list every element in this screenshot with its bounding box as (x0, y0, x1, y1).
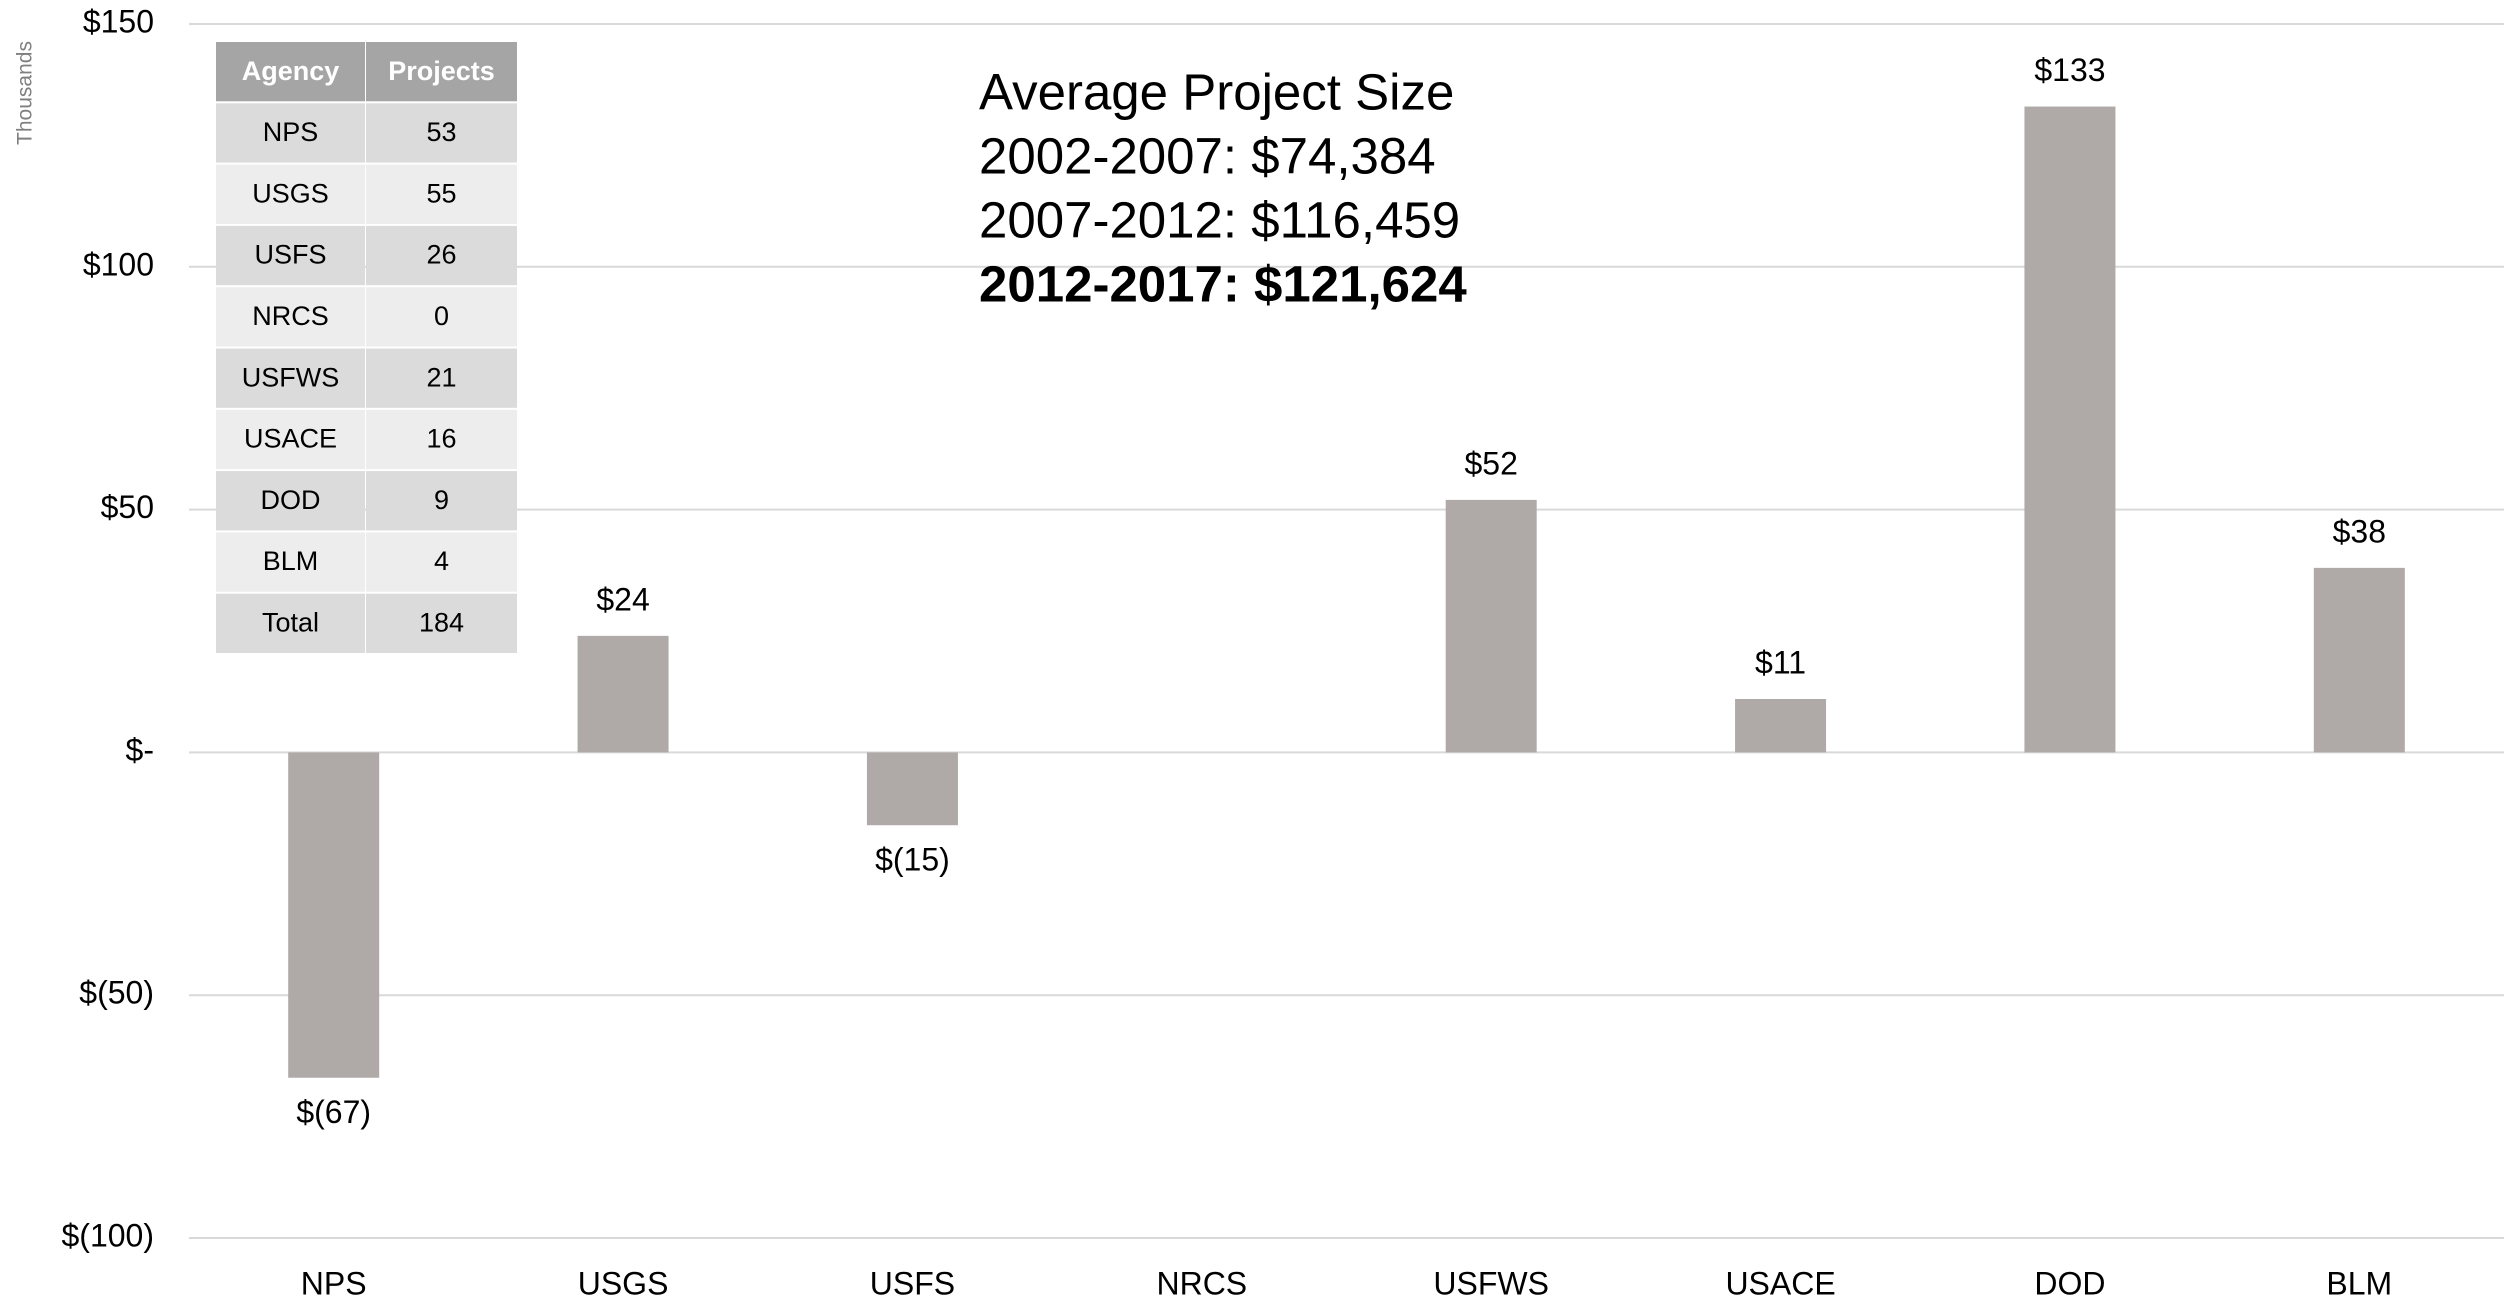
table-cell-text: NRCS (252, 301, 329, 331)
y-tick-label: $50 (101, 489, 154, 525)
table-cell (366, 348, 517, 408)
table-cell (366, 471, 517, 531)
data-label: $52 (1464, 445, 1517, 481)
table-cell-text: Total (262, 607, 319, 637)
table-cell (366, 409, 517, 470)
annotation: 2007-2012: $116,459 (979, 191, 1460, 248)
x-tick-label: DOD (2034, 1265, 2105, 1301)
table-cell (366, 103, 517, 163)
table-cell-text: 9 (434, 485, 449, 515)
x-tick-label: USACE (1725, 1265, 1835, 1301)
bar (2024, 106, 2116, 753)
y-tick-label: $150 (83, 3, 154, 39)
table-header-cell (366, 42, 517, 102)
table-cell-text: 55 (426, 178, 456, 208)
table-cell (216, 409, 365, 470)
annotation: Average Project Size (979, 63, 1454, 120)
table-cell (216, 593, 365, 653)
table-header: Agency (242, 56, 340, 86)
bar (288, 752, 380, 1078)
x-tick-label: BLM (2326, 1265, 2392, 1301)
bar (1735, 698, 1827, 753)
table-cell-text: DOD (261, 485, 321, 515)
y-axis-label: Thousands (14, 41, 37, 145)
bar (577, 635, 669, 753)
data-label: $133 (2034, 52, 2105, 88)
x-tick-label: NPS (301, 1265, 367, 1301)
data-label: $24 (596, 581, 649, 617)
x-tick-label: USFWS (1433, 1265, 1549, 1301)
table-cell (216, 225, 365, 286)
data-label: $11 (1755, 644, 1806, 680)
bar (866, 752, 958, 826)
table-cell-text: USFWS (242, 362, 340, 392)
table-cell (366, 164, 517, 224)
x-tick-label: USFS (870, 1265, 955, 1301)
table-cell (216, 532, 365, 592)
table-header: Projects (388, 56, 495, 86)
y-tick-label: $(100) (62, 1217, 155, 1253)
annotation: 2012-2017: $121,624 (979, 255, 1467, 312)
table-cell (216, 287, 365, 347)
bar (2313, 567, 2405, 753)
table-cell-text: NPS (263, 117, 319, 147)
table-cell (216, 103, 365, 163)
data-label: $38 (2333, 513, 2386, 549)
table-cell-text: 26 (426, 240, 456, 270)
x-tick-label: NRCS (1156, 1265, 1247, 1301)
y-tick-label: $(50) (79, 975, 154, 1011)
table-cell-text: USFS (254, 240, 326, 270)
table-cell-text: USACE (244, 424, 337, 454)
table-cell-text: 4 (434, 546, 449, 576)
table-cell (216, 164, 365, 224)
annotation: 2002-2007: $74,384 (979, 127, 1436, 184)
table-cell-text: 0 (434, 301, 449, 331)
table-cell-text: BLM (263, 546, 319, 576)
table-cell-text: 16 (426, 424, 456, 454)
table-cell-text: USGS (252, 178, 329, 208)
table-cell (216, 348, 365, 408)
table-cell-text: 184 (419, 607, 464, 637)
data-label: $(15) (875, 842, 950, 878)
table-cell (366, 287, 517, 347)
y-tick-label: $- (126, 732, 154, 768)
table-cell-text: 21 (426, 362, 456, 392)
table-cell (366, 225, 517, 286)
y-tick-label: $100 (83, 246, 154, 282)
bar (1445, 499, 1537, 753)
table-cell (366, 593, 517, 653)
table-cell (366, 532, 517, 592)
x-tick-label: USGS (578, 1265, 669, 1301)
table-cell-text: 53 (426, 117, 456, 147)
table-cell (216, 471, 365, 531)
data-label: $(67) (296, 1094, 371, 1130)
table-header-cell (216, 42, 365, 102)
